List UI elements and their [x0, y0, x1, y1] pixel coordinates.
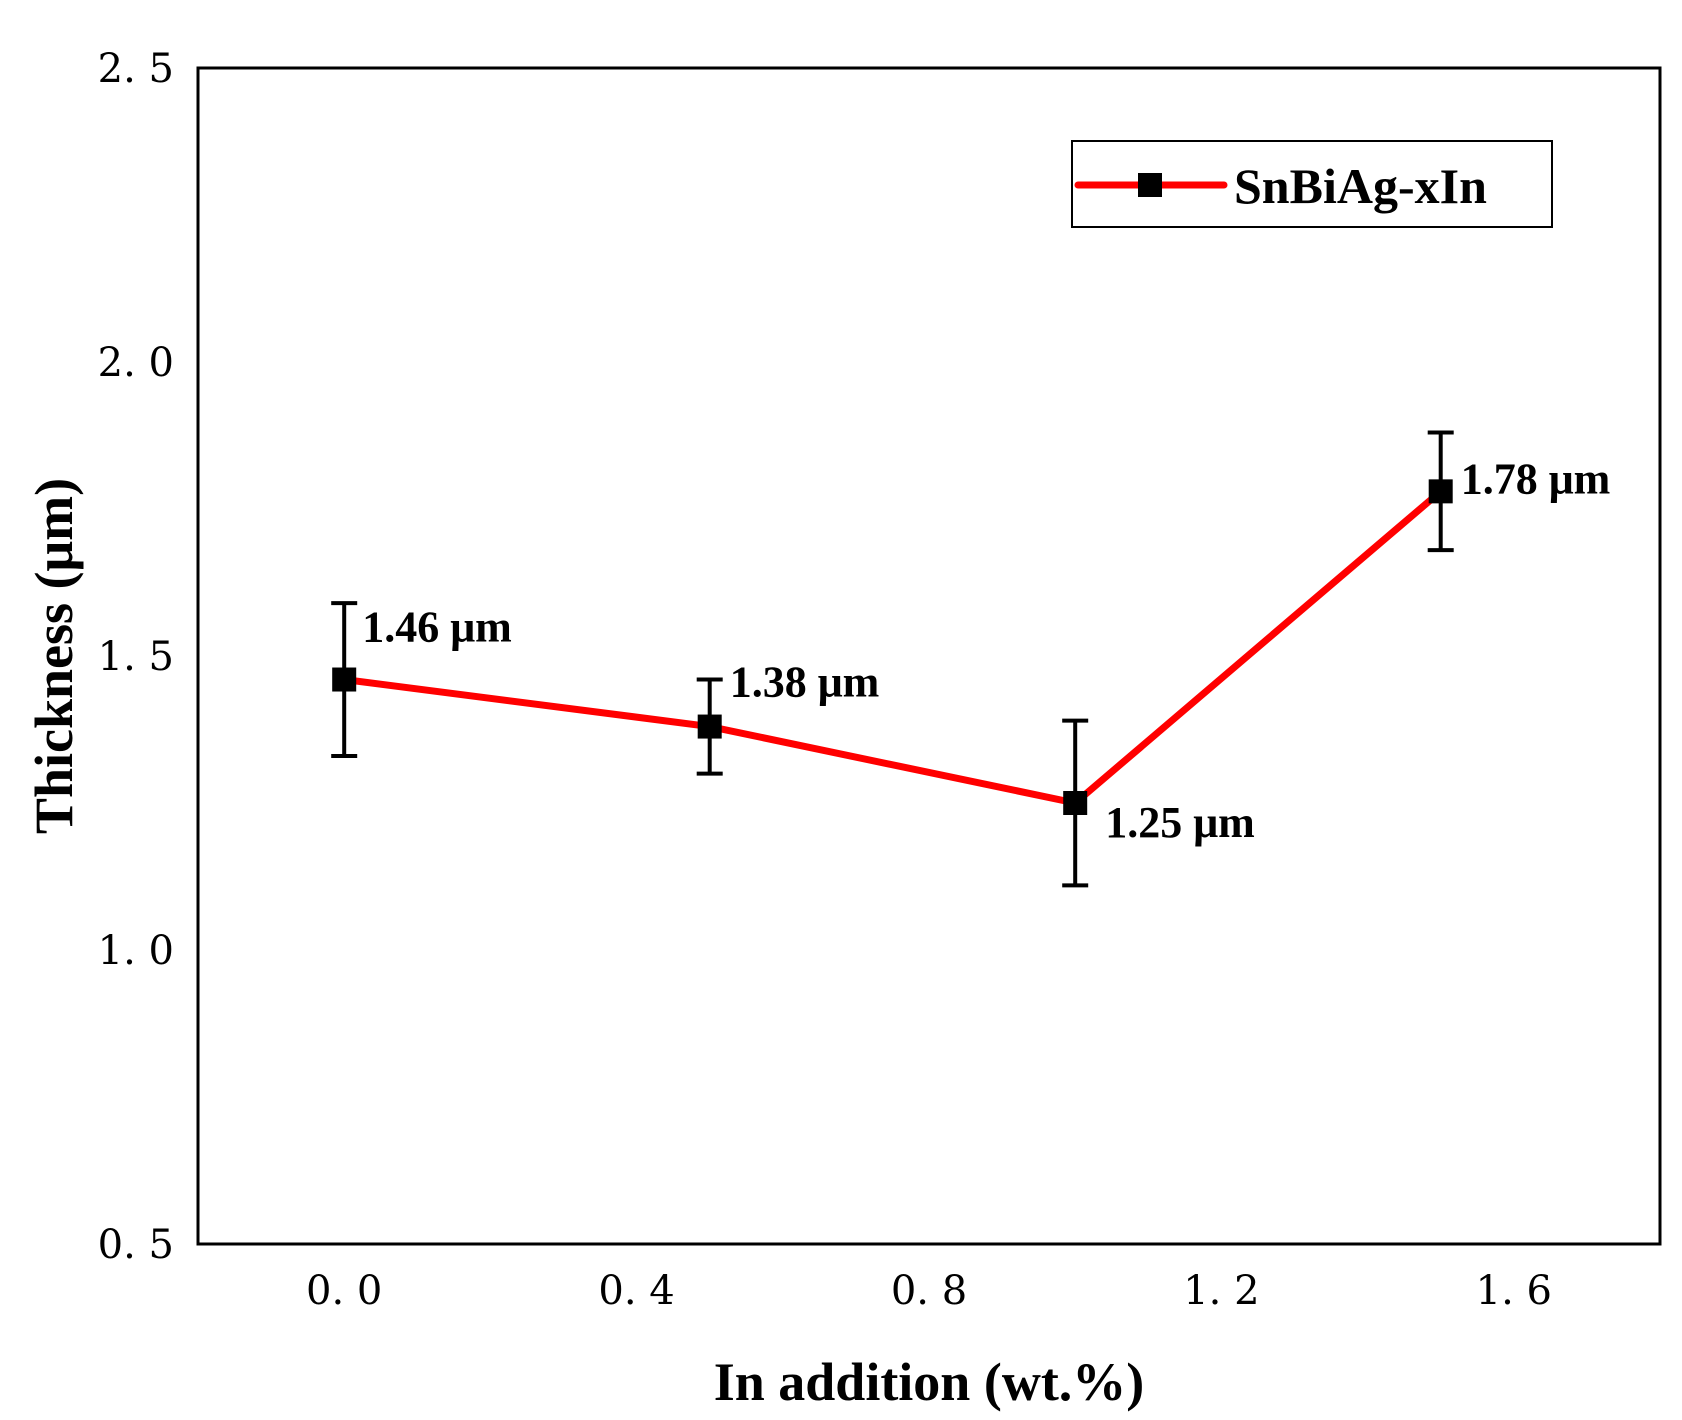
x-axis-ticks: 0. 0 0. 4 0. 8 1. 2 1. 6: [306, 1268, 1552, 1314]
y-tick-label: 1. 5: [98, 634, 174, 680]
x-tick-label: 1. 2: [1183, 1268, 1259, 1314]
series-snbiag-xin: 1.46 μm 1.38 μm 1.25 μm 1.78 μm: [331, 430, 1611, 888]
data-label: 1.38 μm: [730, 658, 880, 707]
x-tick-label: 1. 6: [1476, 1268, 1552, 1314]
y-axis-title: Thickness (μm): [24, 478, 84, 834]
data-label: 1.46 μm: [362, 603, 512, 652]
x-axis-title: In addition (wt.%): [714, 1352, 1145, 1412]
y-tick-label: 1. 0: [98, 928, 174, 974]
x-tick-label: 0. 0: [306, 1268, 382, 1314]
x-tick-label: 0. 4: [598, 1268, 674, 1314]
y-tick-label: 2. 5: [98, 46, 174, 92]
data-point: [332, 667, 357, 692]
legend: SnBiAg-xIn: [1071, 140, 1553, 228]
data-point: [1428, 479, 1453, 504]
plot-area-frame: [196, 66, 1662, 1246]
data-point: [697, 714, 722, 739]
legend-marker: [1138, 173, 1162, 197]
y-axis-ticks: 0. 5 1. 0 1. 5 2. 0 2. 5: [98, 46, 174, 1268]
x-tick-label: 0. 8: [891, 1268, 967, 1314]
y-tick-label: 0. 5: [98, 1222, 174, 1268]
data-label: 1.25 μm: [1105, 798, 1255, 847]
y-tick-label: 2. 0: [98, 340, 174, 386]
data-point: [1063, 791, 1088, 815]
legend-label: SnBiAg-xIn: [1234, 158, 1487, 214]
data-label: 1.78 μm: [1461, 454, 1611, 503]
series-line: [340, 487, 1445, 807]
